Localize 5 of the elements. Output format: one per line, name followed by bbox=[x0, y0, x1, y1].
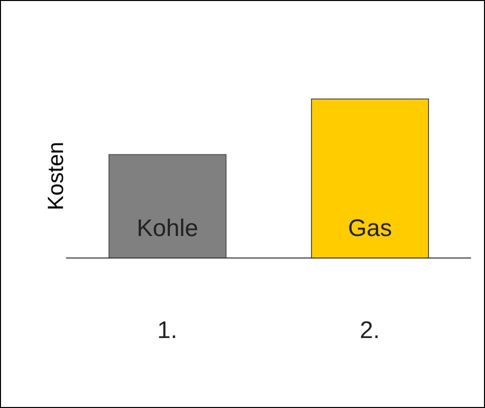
y-axis-title: Kosten bbox=[43, 142, 69, 210]
annotation: Gas bbox=[348, 215, 392, 242]
annotation: Kohle bbox=[136, 215, 198, 242]
x-tick-label: 2. bbox=[360, 317, 380, 344]
x-tick-label: 1. bbox=[157, 317, 178, 344]
